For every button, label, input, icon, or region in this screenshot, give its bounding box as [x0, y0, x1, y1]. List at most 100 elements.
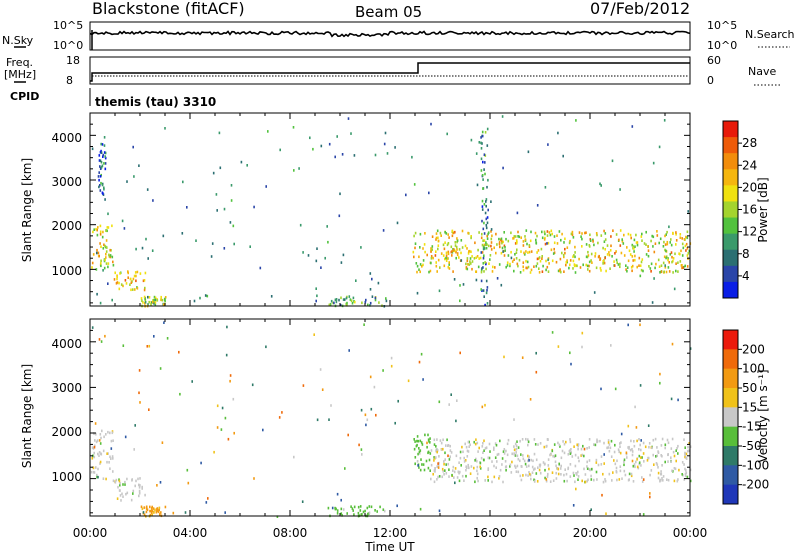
data-point: [648, 442, 651, 445]
data-point: [420, 352, 423, 356]
data-point: [486, 185, 488, 189]
data-point: [653, 277, 655, 280]
data-point: [134, 484, 136, 488]
data-point: [307, 254, 310, 257]
data-point: [685, 249, 687, 252]
data-point: [442, 447, 444, 451]
data-point: [396, 504, 398, 508]
data-point: [335, 507, 337, 511]
data-point: [449, 449, 452, 452]
data-point: [513, 453, 516, 456]
data-point: [604, 248, 606, 251]
data-point: [586, 255, 589, 259]
data-point: [541, 270, 544, 273]
data-point: [132, 288, 134, 291]
data-point: [633, 238, 636, 242]
data-point: [92, 230, 94, 234]
data-point: [581, 479, 583, 483]
data-point: [623, 463, 625, 467]
data-point: [455, 250, 457, 254]
data-point: [572, 259, 575, 263]
data-point: [573, 474, 575, 477]
data-point: [448, 236, 450, 239]
data-point: [608, 449, 611, 453]
data-point: [121, 492, 123, 496]
data-point: [572, 504, 575, 507]
data-point: [623, 233, 625, 237]
data-point: [104, 155, 106, 158]
data-point: [477, 450, 479, 453]
data-point: [182, 180, 184, 184]
data-point: [422, 259, 425, 262]
data-point: [664, 266, 667, 269]
data-point: [448, 468, 450, 471]
data-point: [548, 467, 550, 471]
data-point: [613, 260, 615, 263]
data-point: [478, 446, 480, 450]
data-point: [484, 479, 486, 482]
data-point: [516, 464, 519, 468]
data-point: [509, 262, 511, 266]
data-point: [522, 457, 525, 461]
data-point: [479, 461, 482, 465]
data-point: [665, 270, 668, 274]
data-point: [139, 477, 141, 480]
data-point: [109, 248, 111, 252]
data-point: [541, 255, 543, 258]
power-colorbar-tick-label: 28: [742, 136, 757, 150]
data-point: [509, 465, 511, 468]
data-point: [534, 467, 536, 471]
data-point: [569, 438, 571, 441]
data-point: [549, 453, 551, 457]
power-colorbar-tick-label: 24: [742, 158, 757, 172]
data-point: [481, 219, 483, 223]
data-point: [544, 242, 547, 246]
data-point: [527, 265, 530, 269]
data-point: [514, 442, 517, 446]
data-point: [429, 441, 431, 444]
data-point: [416, 264, 419, 268]
data-point: [221, 406, 224, 410]
data-point: [627, 323, 629, 327]
data-point: [503, 448, 506, 451]
data-point: [505, 265, 507, 269]
data-point: [581, 331, 584, 335]
data-point: [101, 183, 104, 187]
data-point: [681, 461, 684, 464]
data-point: [153, 335, 155, 338]
data-point: [540, 247, 543, 251]
data-point: [164, 296, 167, 299]
data-point: [575, 264, 577, 267]
data-point: [514, 454, 517, 457]
data-point: [639, 443, 641, 447]
data-point: [151, 505, 153, 509]
data-point: [181, 232, 184, 235]
data-point: [473, 440, 475, 444]
data-point: [520, 250, 522, 253]
data-point: [689, 479, 692, 483]
data-point: [619, 465, 622, 468]
data-point: [422, 378, 424, 381]
data-point: [618, 450, 620, 454]
data-point: [164, 127, 166, 130]
data-point: [485, 224, 488, 227]
data-point: [448, 261, 450, 264]
data-point: [686, 449, 689, 453]
data-point: [632, 480, 635, 483]
data-point: [471, 267, 473, 271]
data-point: [503, 452, 506, 455]
data-point: [494, 442, 497, 445]
data-point: [597, 241, 599, 245]
data-point: [456, 399, 458, 402]
data-point: [485, 291, 488, 295]
data-point: [413, 183, 416, 186]
data-point: [684, 451, 686, 455]
data-point: [116, 277, 118, 281]
data-point: [93, 455, 96, 459]
data-point: [216, 426, 219, 429]
data-point: [560, 464, 562, 468]
data-point: [96, 228, 98, 232]
nave-label: Nave: [748, 65, 776, 78]
freq-tick-bottom: 8: [66, 74, 73, 87]
